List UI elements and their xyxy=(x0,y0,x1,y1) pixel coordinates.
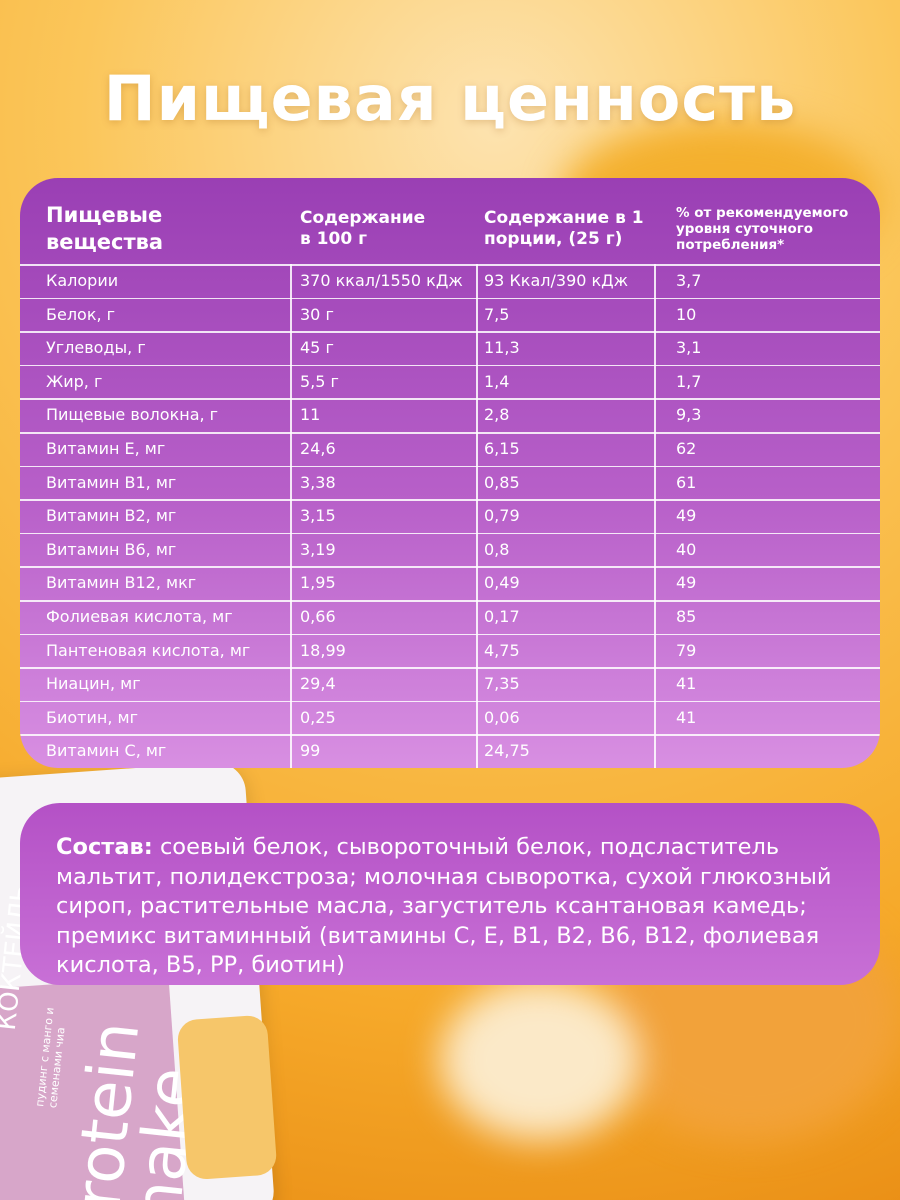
table-cell: 0,06 xyxy=(484,707,520,727)
table-cell: 7,35 xyxy=(484,674,520,694)
table-cell: 4,75 xyxy=(484,640,520,660)
table-cell: 41 xyxy=(676,674,697,694)
table-cell: 40 xyxy=(676,539,697,559)
table-cell: 85 xyxy=(676,607,697,626)
row-line xyxy=(20,398,880,400)
row-line xyxy=(20,734,880,736)
row-line xyxy=(20,700,880,703)
table-cell: Углеводы, г xyxy=(46,338,146,358)
table-cell: 0,8 xyxy=(484,539,510,559)
table-cell: 1,7 xyxy=(676,371,702,391)
title: Пищевая ценность xyxy=(103,62,797,135)
table-cell: Жир, г xyxy=(46,371,103,391)
table-cell: Витамин C, мг xyxy=(46,741,167,761)
column-line xyxy=(290,264,292,768)
table-cell: Витамин B2, мг xyxy=(46,506,177,526)
table-cell: Калории xyxy=(46,271,119,290)
row-line xyxy=(20,633,880,636)
table-cell: 3,1 xyxy=(676,338,702,358)
product-splash xyxy=(176,1014,278,1181)
row-line xyxy=(20,532,880,535)
table-cell: 5,5 г xyxy=(300,371,339,391)
table-cell: 3,19 xyxy=(300,539,336,559)
table-cell: 62 xyxy=(676,439,697,458)
table-cell: 49 xyxy=(676,573,697,593)
table-cell: 0,66 xyxy=(300,607,336,626)
table-cell: Витамин B6, мг xyxy=(46,539,177,559)
table-cell: 49 xyxy=(676,506,697,526)
table-cell: 24,6 xyxy=(300,439,336,458)
table-cell: 93 Ккал/390 кДж xyxy=(484,271,629,290)
product-label: КОКТЕЙЛЬ пудинг с манго и семенами чиа p… xyxy=(0,883,211,1200)
table-cell: 11 xyxy=(300,405,321,425)
table-cell: Витамин B1, мг xyxy=(46,472,177,492)
table-cell: 1,4 xyxy=(484,371,510,391)
composition-label: Состав: xyxy=(56,834,153,860)
table-cell: 11,3 xyxy=(484,338,520,358)
row-line xyxy=(20,600,880,602)
table-cell: 61 xyxy=(676,472,697,492)
row-line xyxy=(20,297,880,300)
table-cell: 0,17 xyxy=(484,607,520,626)
table-cell: Витамин E, мг xyxy=(46,439,166,458)
row-line xyxy=(20,331,880,333)
table-cell: 7,5 xyxy=(484,304,510,324)
column-line xyxy=(476,264,478,768)
table-cell: Фолиевая кислота, мг xyxy=(46,607,233,626)
row-line xyxy=(20,566,880,568)
table-cell: 1,95 xyxy=(300,573,336,593)
table-cell: Витамин B12, мкг xyxy=(46,573,197,593)
row-line xyxy=(20,432,880,434)
header-cell: Содержание в 100 г xyxy=(300,208,426,249)
table-cell: 41 xyxy=(676,707,697,727)
table-cell: Пищевые волокна, г xyxy=(46,405,219,425)
row-line xyxy=(20,264,880,266)
table-cell: 24,75 xyxy=(484,741,530,761)
table-cell: 3,38 xyxy=(300,472,336,492)
nutrition-table: Пищевые вещества Содержание в 100 г Содерж… xyxy=(20,178,880,768)
table-cell: 3,15 xyxy=(300,506,336,526)
bg-blob xyxy=(440,980,640,1140)
table-cell: 45 г xyxy=(300,338,334,358)
composition: Состав: соевый белок, сывороточный белок… xyxy=(20,803,880,985)
table-cell: 0,25 xyxy=(300,707,336,727)
row-line xyxy=(20,667,880,669)
row-line xyxy=(20,499,880,501)
table-cell: 370 ккал/1550 кДж xyxy=(300,271,463,290)
table-cell: 0,49 xyxy=(484,573,520,593)
table-cell: 10 xyxy=(676,304,697,324)
header-cell: Пищевые вещества xyxy=(46,203,164,254)
table-cell: Белок, г xyxy=(46,304,116,324)
table-cell: 9,3 xyxy=(676,405,702,425)
table-cell: 6,15 xyxy=(484,439,520,458)
header-cell: Содержание в 1 порции, (25 г) xyxy=(484,208,644,249)
table-cell: 30 г xyxy=(300,304,334,324)
header-cell: % от рекомендуемого уровня суточного пот… xyxy=(676,205,849,253)
table-cell: 2,8 xyxy=(484,405,510,425)
table-cell: 18,99 xyxy=(300,640,346,660)
table-cell: 3,7 xyxy=(676,271,702,290)
row-line xyxy=(20,364,880,367)
table-cell: 99 xyxy=(300,741,321,761)
table-cell: 0,85 xyxy=(484,472,520,492)
composition-text: соевый белок, сывороточный белок, подсла… xyxy=(56,834,832,978)
product-flavor: пудинг с манго и семенами чиа xyxy=(33,1006,68,1109)
column-line xyxy=(654,264,656,768)
table-cell: Биотин, мг xyxy=(46,707,138,727)
table-cell: 29,4 xyxy=(300,674,336,694)
table-cell: 79 xyxy=(676,640,697,660)
table-cell: Пантеновая кислота, мг xyxy=(46,640,251,660)
table-cell: 0,79 xyxy=(484,506,520,526)
row-line xyxy=(20,465,880,468)
table-cell: Ниацин, мг xyxy=(46,674,141,694)
